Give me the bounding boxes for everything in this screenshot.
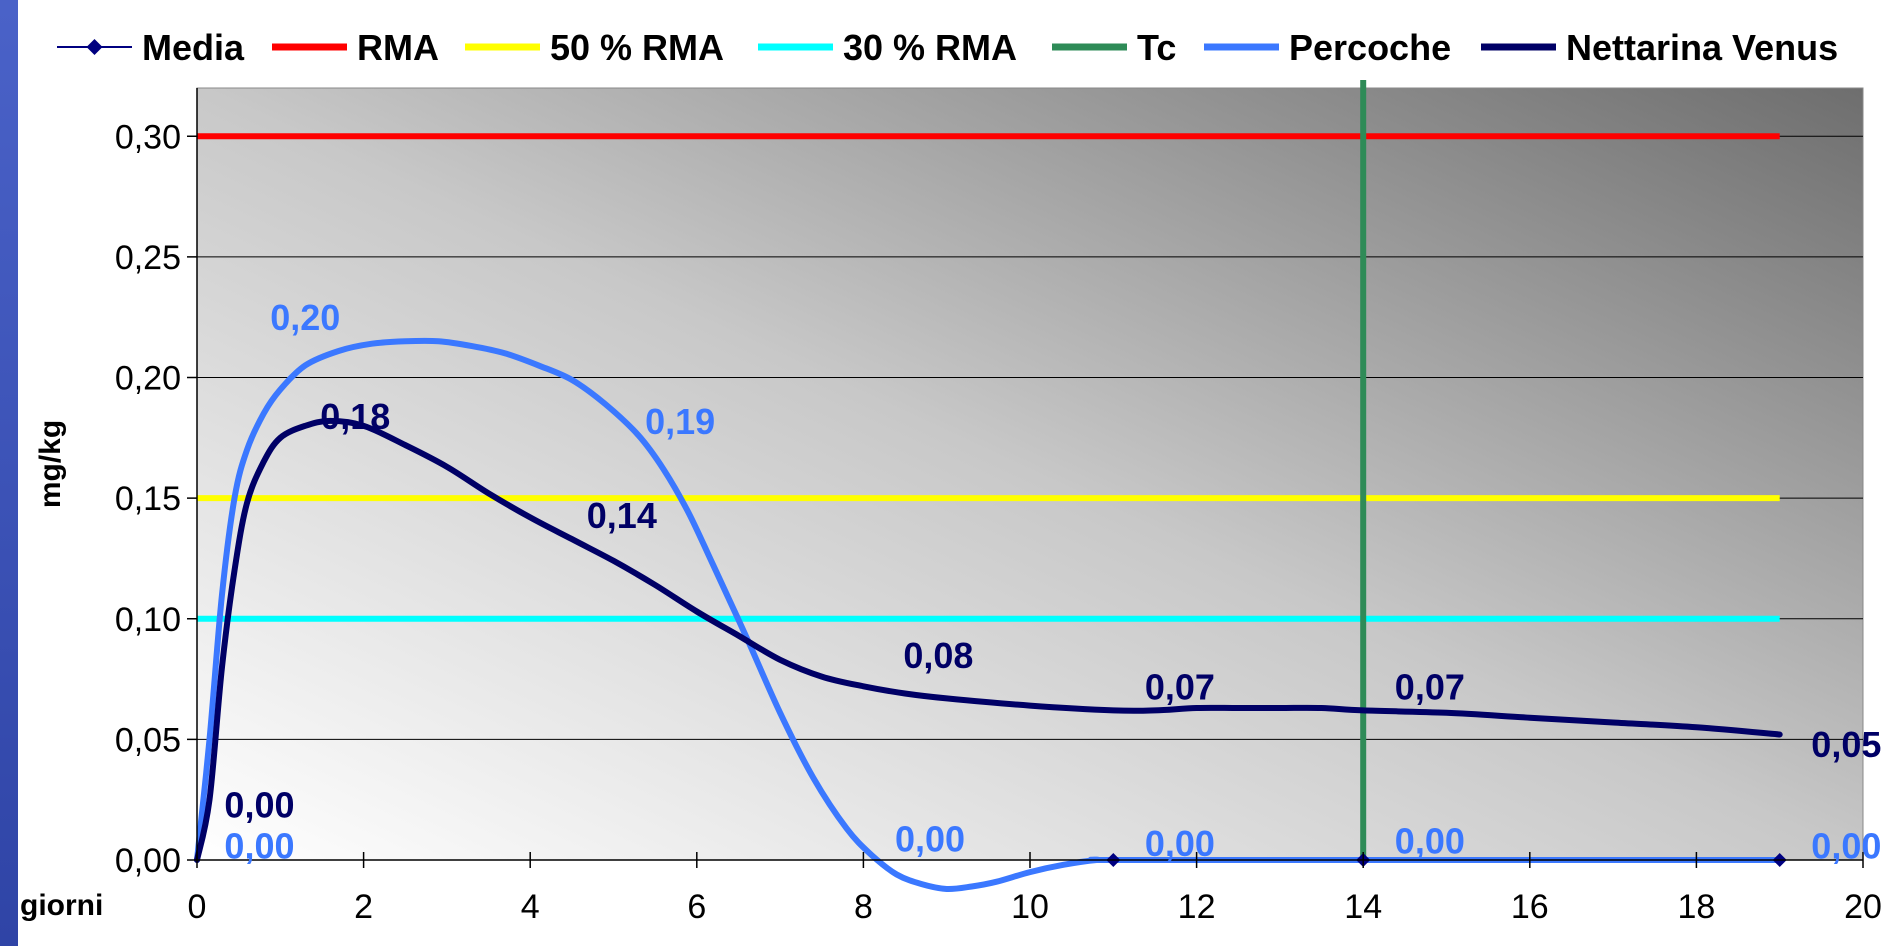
y-tick-label: 0,25: [115, 239, 181, 277]
x-tick-label: 20: [1844, 888, 1882, 926]
x-tick-label: 4: [521, 888, 540, 926]
legend-tc-label: Tc: [1137, 27, 1176, 68]
data-label: 0,05: [1811, 724, 1881, 765]
legend-30-rma-label: 30 % RMA: [843, 27, 1017, 68]
legend-rma-label: RMA: [357, 27, 439, 68]
x-tick-label: 6: [687, 888, 706, 926]
axes: 0,00 0,05 0,10 0,15 0,20 0,25 0,30 0 2 4 6 8 10 12 14 1…: [115, 88, 1882, 926]
legend: Media RMA 50 % RMA 30 % RMA Tc Percoche Nettar…: [57, 27, 1838, 68]
data-label: 0,00: [224, 785, 294, 826]
y-tick-label: 0,20: [115, 360, 181, 398]
data-label: 0,19: [645, 401, 715, 442]
y-tick-label: 0,05: [115, 721, 181, 759]
x-tick-label: 16: [1511, 888, 1549, 926]
legend-nettarina-venus-label: Nettarina Venus: [1566, 27, 1838, 68]
y-tick-label: 0,10: [115, 601, 181, 639]
plot-area: [196, 87, 1864, 861]
x-tick-label: 14: [1344, 888, 1382, 926]
data-label: 0,00: [1395, 821, 1465, 862]
data-label: 0,00: [895, 818, 965, 859]
data-label: 0,08: [903, 635, 973, 676]
series-nettarina-venus-line: [194, 417, 1783, 863]
legend-percoche-label: Percoche: [1289, 27, 1451, 68]
data-label: 0,00: [224, 826, 294, 867]
data-label: 0,00: [1145, 823, 1215, 864]
x-tick-label: 12: [1178, 888, 1216, 926]
x-axis-title: giorni: [20, 889, 103, 922]
legend-50-rma-label: 50 % RMA: [550, 27, 724, 68]
data-labels: 0,200,190,00 0,00 0,00 0,00 0,000,180,140,08…: [224, 297, 1881, 866]
y-axis-title: mg/kg: [34, 420, 67, 508]
x-tick-label: 18: [1677, 888, 1715, 926]
data-label: 0,20: [270, 297, 340, 338]
x-tick-label: 10: [1011, 888, 1049, 926]
x-tick-label: 8: [854, 888, 873, 926]
data-label: 0,07: [1145, 666, 1215, 707]
x-tick-label: 0: [188, 888, 207, 926]
data-label: 0,18: [320, 396, 390, 437]
reference-lines: [197, 80, 1780, 860]
data-label: 0,07: [1395, 666, 1465, 707]
y-tick-label: 0,15: [115, 480, 181, 518]
data-label: 0,14: [587, 495, 657, 536]
data-label: 0,00: [1811, 826, 1881, 867]
y-tick-label: 0,00: [115, 842, 181, 880]
y-tick-label: 0,30: [115, 118, 181, 156]
x-tick-label: 2: [354, 888, 373, 926]
series-percoche-line: [194, 337, 1783, 893]
legend-media-label: Media: [142, 27, 245, 68]
legend-media-marker: [86, 39, 103, 55]
